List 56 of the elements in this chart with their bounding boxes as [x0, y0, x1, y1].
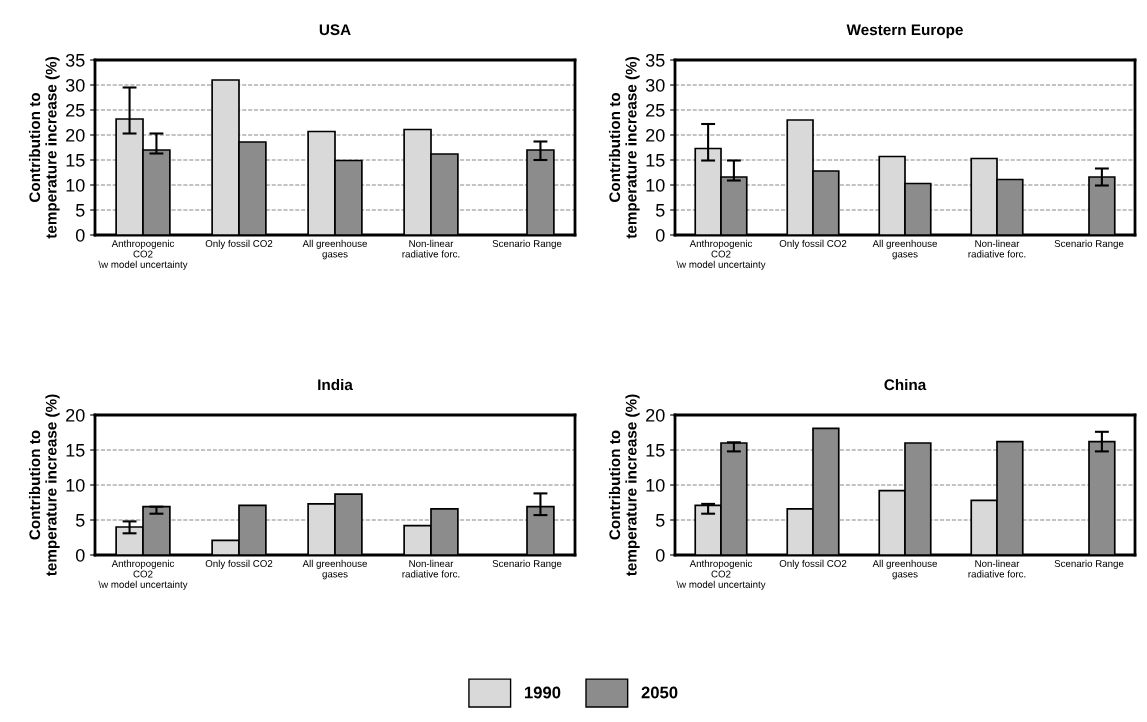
legend-label: 2050	[641, 686, 678, 699]
y-tick-label: 15	[646, 444, 665, 457]
x-tick-label: Non-linear radiative forc.	[968, 559, 1026, 578]
y-tick-label: 15	[646, 154, 665, 167]
y-tick-label: 35	[65, 53, 85, 67]
y-tick-label: 0	[655, 548, 665, 562]
y-tick-label: 10	[646, 478, 665, 492]
y-axis-title: Contribution to temperature increase (%)	[608, 56, 640, 239]
x-tick-label: Scenario Range	[1054, 559, 1124, 569]
x-tick-label: All greenhouse gases	[872, 239, 937, 260]
x-tick-label: Scenario Range	[492, 239, 562, 249]
x-tick-label: Non-linear radiative forc.	[402, 559, 460, 578]
y-tick-label: 25	[66, 103, 85, 117]
chart-title: USA	[319, 24, 351, 36]
x-tick-label: Only fossil CO2	[205, 239, 273, 249]
y-tick-label: 5	[655, 204, 665, 217]
x-tick-label: Anthropogenic CO2 \w model uncertainty	[676, 239, 766, 270]
y-tick-label: 10	[66, 178, 85, 192]
y-axis-title: Contribution to temperature increase (%)	[28, 394, 60, 577]
y-axis-title: Contribution to temperature increase (%)	[608, 394, 640, 577]
y-tick-label: 5	[75, 204, 85, 217]
y-tick-label: 20	[646, 408, 665, 422]
y-tick-label: 15	[66, 154, 85, 167]
x-tick-label: Scenario Range	[1054, 239, 1124, 249]
x-tick-label: Scenario Range	[492, 559, 562, 569]
y-tick-label: 0	[75, 548, 85, 562]
y-tick-label: 5	[655, 514, 665, 527]
x-tick-label: Only fossil CO2	[205, 559, 273, 569]
x-tick-label: All greenhouse gases	[872, 559, 937, 580]
y-tick-label: 0	[655, 228, 665, 242]
y-tick-label: 30	[65, 78, 85, 92]
x-tick-label: All greenhouse gases	[302, 239, 367, 260]
x-tick-label: Only fossil CO2	[779, 239, 847, 249]
y-tick-label: 5	[75, 514, 85, 527]
x-tick-label: Anthropogenic CO2 \w model uncertainty	[98, 239, 188, 270]
x-tick-label: Non-linear radiative forc.	[402, 239, 460, 258]
y-tick-label: 10	[646, 178, 665, 192]
y-tick-label: 20	[66, 408, 85, 422]
x-tick-label: Anthropogenic CO2 \w model uncertainty	[676, 559, 766, 590]
x-tick-label: Only fossil CO2	[779, 559, 847, 569]
y-tick-label: 30	[645, 78, 665, 92]
chart-title: India	[318, 378, 353, 391]
y-tick-label: 0	[75, 228, 85, 242]
y-tick-label: 35	[645, 53, 665, 67]
y-tick-label: 10	[66, 478, 85, 492]
y-tick-label: 15	[66, 444, 85, 457]
legend-label: 1990	[524, 686, 561, 699]
x-tick-label: Non-linear radiative forc.	[968, 239, 1026, 258]
chart-title: China	[884, 378, 927, 391]
y-tick-label: 20	[646, 128, 665, 142]
y-tick-label: 20	[66, 128, 85, 142]
x-tick-label: Anthropogenic CO2 \w model uncertainty	[98, 559, 188, 590]
y-axis-title: Contribution to temperature increase (%)	[28, 56, 60, 239]
y-tick-label: 25	[646, 103, 665, 117]
x-tick-label: All greenhouse gases	[302, 559, 367, 580]
chart-title: Western Europe	[846, 24, 963, 39]
